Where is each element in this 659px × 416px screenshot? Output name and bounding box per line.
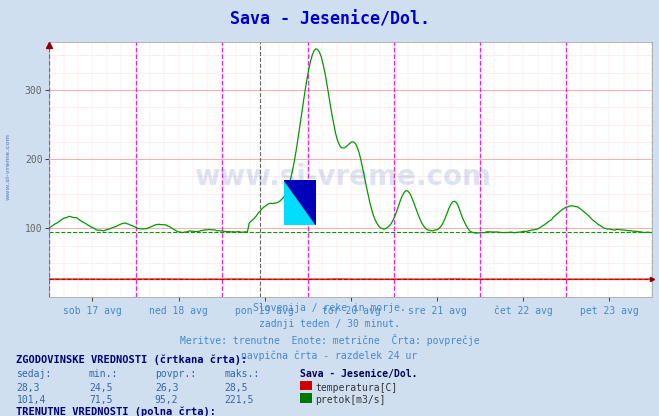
Text: 71,5: 71,5 bbox=[89, 395, 113, 405]
Text: zadnji teden / 30 minut.: zadnji teden / 30 minut. bbox=[259, 319, 400, 329]
Text: Sava - Jesenice/Dol.: Sava - Jesenice/Dol. bbox=[300, 369, 417, 379]
Text: 221,5: 221,5 bbox=[224, 395, 254, 405]
Text: pretok[m3/s]: pretok[m3/s] bbox=[315, 395, 386, 405]
Text: Slovenija / reke in morje.: Slovenija / reke in morje. bbox=[253, 303, 406, 313]
Text: Sava - Jesenice/Dol.: Sava - Jesenice/Dol. bbox=[229, 10, 430, 28]
Text: www.si-vreme.com: www.si-vreme.com bbox=[5, 133, 11, 200]
Text: 24,5: 24,5 bbox=[89, 383, 113, 393]
Text: sedaj:: sedaj: bbox=[16, 369, 51, 379]
Text: 28,5: 28,5 bbox=[224, 383, 248, 393]
Text: temperatura[C]: temperatura[C] bbox=[315, 383, 397, 393]
Polygon shape bbox=[284, 180, 316, 225]
Polygon shape bbox=[284, 180, 316, 225]
Text: 28,3: 28,3 bbox=[16, 383, 40, 393]
Text: povpr.:: povpr.: bbox=[155, 369, 196, 379]
Text: min.:: min.: bbox=[89, 369, 119, 379]
Text: 101,4: 101,4 bbox=[16, 395, 46, 405]
Text: ZGODOVINSKE VREDNOSTI (črtkana črta):: ZGODOVINSKE VREDNOSTI (črtkana črta): bbox=[16, 354, 248, 365]
Text: 26,3: 26,3 bbox=[155, 383, 179, 393]
Text: maks.:: maks.: bbox=[224, 369, 259, 379]
Text: Meritve: trenutne  Enote: metrične  Črta: povprečje: Meritve: trenutne Enote: metrične Črta: … bbox=[180, 334, 479, 347]
Text: TRENUTNE VREDNOSTI (polna črta):: TRENUTNE VREDNOSTI (polna črta): bbox=[16, 407, 216, 416]
Text: www.si-vreme.com: www.si-vreme.com bbox=[194, 163, 491, 191]
Polygon shape bbox=[284, 180, 316, 225]
Text: 95,2: 95,2 bbox=[155, 395, 179, 405]
Text: navpična črta - razdelek 24 ur: navpična črta - razdelek 24 ur bbox=[241, 350, 418, 361]
